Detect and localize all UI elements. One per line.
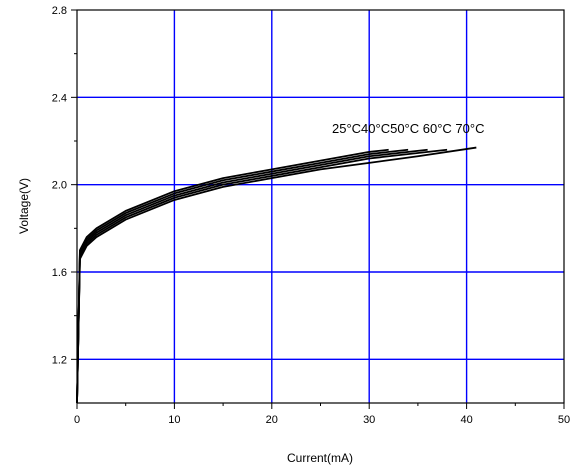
x-tick-label-4: 40: [460, 414, 472, 426]
y-tick-label-3: 2.4: [52, 92, 67, 104]
series-line-0: [76, 148, 389, 404]
y-tick-label-1: 1.6: [52, 267, 67, 279]
x-tick-label-3: 30: [363, 414, 375, 426]
y-tick-labels: 1.2 1.6 2.0 2.4 2.8: [52, 5, 67, 366]
y-tick-label-4: 2.8: [52, 5, 67, 17]
x-tick-label-2: 20: [266, 414, 278, 426]
series-line-3: [76, 148, 448, 404]
y-tick-label-0: 1.2: [52, 354, 67, 366]
grid-lines: [77, 10, 564, 403]
series-line-1: [76, 148, 409, 404]
series-group: [76, 146, 477, 404]
x-tick-label-0: 0: [74, 414, 80, 426]
x-axis-label: Current(mA): [287, 451, 353, 465]
y-axis-label: Voltage(V): [17, 178, 31, 234]
x-tick-label-1: 10: [168, 414, 180, 426]
y-tick-label-2: 2.0: [52, 180, 67, 192]
x-tick-labels: 0 10 20 30 40 50: [74, 414, 570, 426]
x-tick-label-5: 50: [558, 414, 570, 426]
series-line-2: [76, 148, 428, 404]
series-line-4: [76, 146, 477, 404]
plot-background: [77, 10, 564, 403]
series-temperature-labels: 25°C40°C50°C 60°C 70°C: [332, 121, 484, 136]
plot-frame: [76, 9, 565, 404]
